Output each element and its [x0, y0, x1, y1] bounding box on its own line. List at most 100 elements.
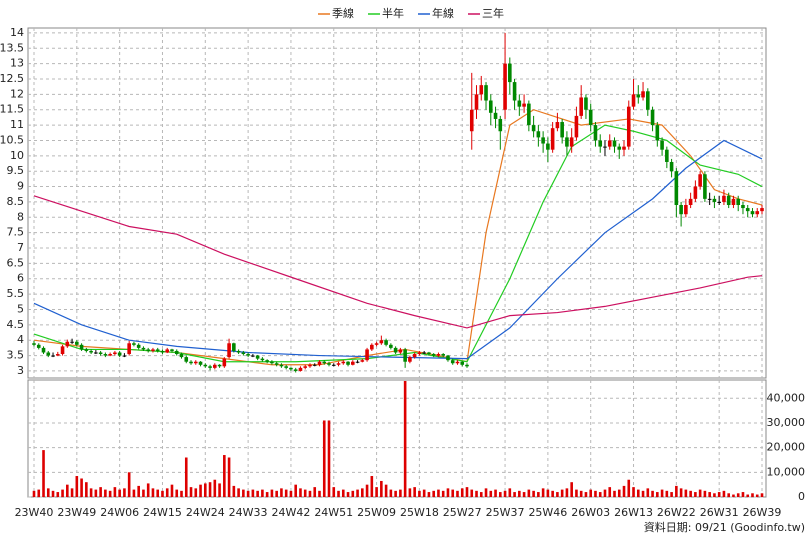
volume-bar — [180, 490, 183, 497]
candle-body — [541, 137, 545, 144]
candle-body — [660, 140, 664, 150]
candle-body — [693, 186, 698, 199]
candle-body — [89, 350, 93, 353]
candle-body — [94, 352, 98, 354]
volume-tick-label: 30,000 — [767, 416, 806, 429]
volume-bar — [622, 485, 626, 497]
volume-bar — [741, 492, 745, 497]
candle-body — [622, 146, 626, 150]
volume-bar — [694, 492, 697, 497]
candle-body — [593, 125, 598, 141]
candle-body — [446, 355, 450, 361]
candle-body — [51, 355, 55, 357]
candle-body — [146, 349, 150, 351]
candle-body — [465, 364, 469, 367]
volume-bar — [251, 489, 255, 497]
candle-body — [336, 363, 341, 365]
volume-bar — [456, 490, 459, 497]
volume-bar — [346, 492, 350, 497]
y-tick-label: 10.5 — [0, 133, 24, 146]
candle-body — [665, 149, 669, 162]
volume-bar — [261, 489, 264, 497]
candle-body — [745, 208, 750, 212]
volume-bar — [203, 483, 207, 497]
volume-bar — [570, 482, 573, 497]
candle-body — [384, 340, 388, 345]
candle-body — [41, 347, 46, 353]
candle-body — [274, 363, 279, 365]
volume-bar — [365, 484, 369, 497]
candle-body — [512, 82, 517, 101]
candle-body — [722, 195, 726, 202]
x-tick-label: 26W39 — [743, 506, 782, 519]
candle-body — [527, 103, 531, 126]
ma-line — [33, 109, 763, 366]
volume-bar — [356, 489, 359, 497]
volume-bar — [265, 492, 269, 497]
candle-body — [113, 352, 117, 355]
volume-bar — [280, 488, 283, 497]
y-tick-label: 10 — [10, 149, 24, 162]
candle-body — [213, 364, 217, 368]
volume-bar — [651, 490, 654, 497]
volume-bar — [175, 489, 179, 497]
volume-bar — [289, 490, 293, 497]
candle-body — [260, 358, 265, 361]
candle-body — [760, 208, 764, 212]
volume-bar — [351, 490, 355, 497]
volume-bar — [142, 489, 145, 497]
candle-body — [441, 354, 446, 356]
volume-bar — [389, 489, 393, 497]
candle-body — [117, 352, 122, 356]
volume-bar — [313, 487, 317, 497]
volume-bar — [760, 493, 764, 497]
volume-bar — [137, 485, 140, 497]
volume-bar — [56, 492, 60, 497]
candle-body — [688, 198, 693, 205]
candle-body — [503, 63, 507, 110]
volume-bar — [118, 489, 121, 497]
candle-body — [584, 97, 588, 110]
legend-label: 季線 — [332, 6, 354, 20]
candle-body — [227, 343, 231, 358]
candle-body — [546, 143, 550, 150]
candle-body — [488, 100, 493, 113]
x-tick-label: 24W06 — [100, 506, 139, 519]
y-tick-label: 12.5 — [0, 72, 24, 85]
candle-body — [160, 350, 165, 353]
volume-bar — [375, 487, 378, 497]
volume-bar — [537, 492, 540, 497]
candle-body — [612, 140, 617, 147]
candle-body — [379, 340, 384, 344]
volume-bar — [727, 493, 730, 497]
candle-body — [631, 94, 636, 107]
candle-body — [717, 201, 721, 203]
candle-body — [360, 360, 365, 362]
candle-body — [431, 354, 436, 356]
candle-body — [251, 355, 255, 357]
volume-bar — [660, 489, 664, 497]
candle-body — [517, 100, 522, 107]
volume-bar — [108, 490, 112, 497]
volume-bar — [85, 482, 88, 497]
x-tick-label: 25W18 — [400, 506, 439, 519]
candle-body — [536, 131, 541, 138]
volume-bar — [361, 488, 364, 497]
volume-bar — [556, 492, 559, 497]
candle-body — [550, 128, 555, 150]
volume-bar — [61, 489, 64, 497]
volume-bar — [470, 489, 474, 497]
x-tick-label: 26W31 — [700, 506, 739, 519]
volume-bar — [165, 488, 169, 497]
candle-body — [412, 354, 417, 358]
volume-bar — [689, 490, 692, 497]
candle-body — [460, 361, 465, 365]
volume-bar — [499, 492, 502, 497]
volume-bar — [641, 490, 645, 497]
candle-body — [484, 85, 488, 101]
candle-body — [374, 343, 379, 345]
volume-tick-label: 20,000 — [767, 441, 806, 454]
volume-bar — [104, 489, 107, 497]
volume-bar — [684, 489, 688, 497]
volume-bar — [308, 490, 312, 497]
